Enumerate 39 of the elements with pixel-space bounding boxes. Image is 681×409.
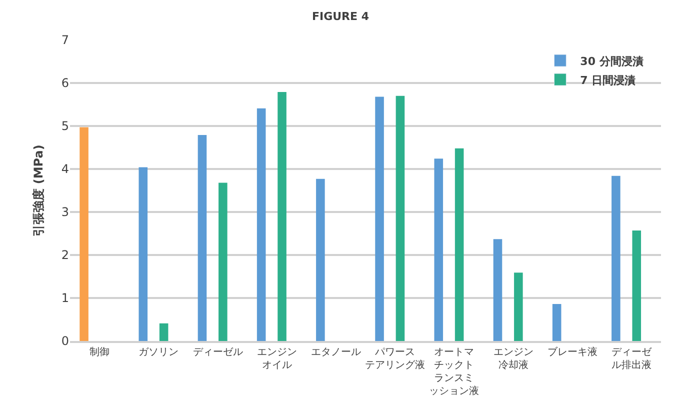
bar — [278, 92, 286, 341]
bar — [612, 176, 620, 341]
x-tick-label: ディーゼル — [192, 347, 243, 358]
bar — [375, 96, 384, 341]
bar — [493, 239, 502, 341]
bar — [396, 96, 405, 341]
bar — [159, 323, 168, 341]
bar — [434, 158, 444, 341]
bar — [218, 182, 228, 341]
legend-label: 7 日間浸漬 — [580, 74, 636, 87]
bar — [80, 127, 88, 341]
bar — [514, 272, 523, 341]
y-tick-label: 2 — [61, 248, 69, 262]
y-tick-label: 0 — [61, 334, 69, 348]
x-tick-label: ディーゼル排出液 — [611, 347, 652, 371]
x-tick-label: オートマチックトランスミッション液 — [429, 347, 480, 397]
legend-label: 30 分間浸漬 — [580, 54, 644, 68]
chart-title: FIGURE 4 — [312, 10, 370, 23]
x-tick-label: パワーステアリング液 — [365, 347, 426, 371]
bar — [454, 148, 464, 341]
x-tick-label: ブレーキ液 — [547, 346, 598, 358]
bar — [316, 178, 325, 341]
y-axis-title: 引張強度 (MPa) — [32, 144, 46, 236]
bar — [198, 135, 207, 341]
x-tick-label: エンジン冷却液 — [493, 347, 534, 371]
bar — [256, 108, 266, 341]
bar — [632, 230, 642, 341]
bar — [138, 167, 148, 341]
y-tick-label: 6 — [61, 76, 69, 90]
bar — [552, 304, 562, 341]
y-tick-label: 7 — [61, 33, 69, 48]
y-tick-label: 4 — [61, 162, 69, 176]
y-tick-label: 3 — [61, 205, 69, 220]
x-tick-label: エンジンオイル — [256, 347, 297, 371]
y-tick-label: 5 — [61, 119, 69, 134]
x-tick-label: ガソリン — [138, 347, 179, 358]
y-tick-label: 1 — [61, 291, 69, 306]
x-tick-label: エタノール — [310, 347, 361, 358]
x-tick-label: 制御 — [90, 346, 110, 358]
